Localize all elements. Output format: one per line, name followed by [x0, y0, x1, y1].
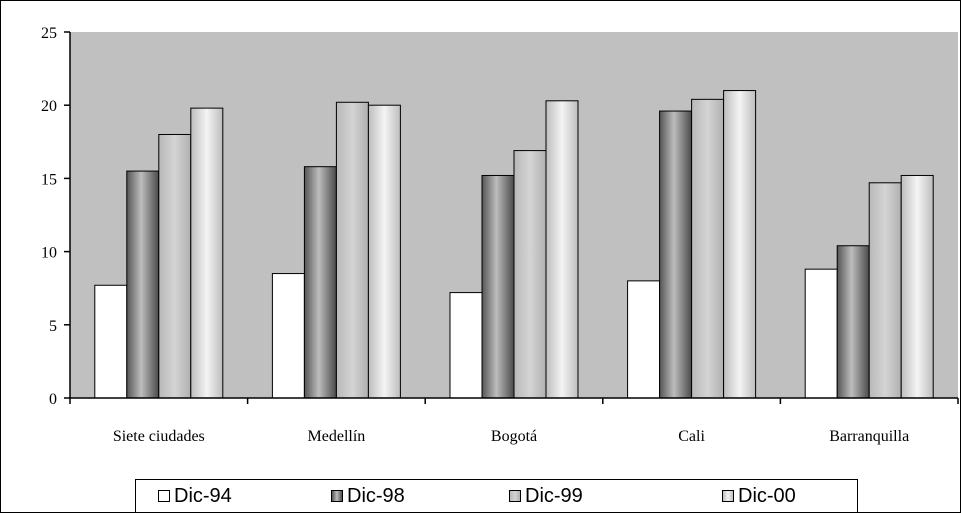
- legend-label: Dic-99: [525, 484, 583, 507]
- y-tick-label: 5: [49, 318, 57, 335]
- y-tick-label: 10: [41, 245, 57, 262]
- axes-layer: [64, 31, 959, 404]
- legend-item-dic-00: Dic-00: [722, 483, 796, 509]
- y-tick-label: 20: [41, 98, 57, 115]
- x-tick-label: Barranquilla: [829, 428, 909, 445]
- bar-medellin-dic-98: [303, 166, 337, 399]
- bar-bogota-dic-00: [545, 100, 579, 399]
- bar-medellin-dic-99: [335, 101, 369, 399]
- legend-swatch: [509, 490, 521, 502]
- legend-item-dic-99: Dic-99: [509, 483, 583, 509]
- legend-label: Dic-00: [738, 484, 796, 507]
- labels-layer: Siete ciudades Medellín Bogotá Cali Barranqu…: [41, 25, 909, 445]
- x-tick-label: Siete ciudades: [113, 428, 205, 445]
- bars-layer: [94, 90, 934, 399]
- bar-barranquilla-dic-99: [868, 182, 902, 399]
- x-tick-label: Bogotá: [491, 428, 537, 445]
- legend-swatch: [331, 490, 343, 502]
- bar-bogota-dic-94: [449, 292, 483, 399]
- bar-cali-dic-94: [627, 280, 661, 399]
- legend-item-dic-94: Dic-94: [158, 483, 232, 509]
- bar-cali-dic-99: [691, 98, 725, 399]
- bar-barranquilla-dic-98: [836, 245, 870, 399]
- x-tick-label: Cali: [678, 428, 705, 445]
- bar-siete-ciudades-dic-98: [126, 170, 160, 399]
- bar-bogota-dic-98: [481, 174, 515, 399]
- y-tick-label: 15: [41, 171, 57, 188]
- bar-medellin-dic-00: [367, 104, 401, 399]
- legend-label: Dic-94: [174, 484, 232, 507]
- y-tick-label: 25: [41, 25, 57, 42]
- bar-barranquilla-dic-94: [804, 268, 838, 399]
- bar-siete-ciudades-dic-00: [190, 107, 224, 399]
- bar-bogota-dic-99: [513, 150, 547, 399]
- x-tick-label: Medellín: [308, 428, 366, 445]
- bar-siete-ciudades-dic-94: [94, 284, 128, 399]
- bar-cali-dic-98: [659, 110, 693, 399]
- legend: Dic-94 Dic-98 Dic-99 Dic-00: [135, 479, 858, 512]
- bar-barranquilla-dic-00: [900, 174, 934, 399]
- legend-swatch: [158, 490, 170, 502]
- bar-siete-ciudades-dic-99: [158, 133, 192, 399]
- legend-swatch: [722, 490, 734, 502]
- bar-cali-dic-00: [723, 90, 757, 399]
- legend-item-dic-98: Dic-98: [331, 483, 405, 509]
- y-tick-label: 0: [49, 391, 57, 408]
- bar-medellin-dic-94: [271, 273, 305, 399]
- legend-label: Dic-98: [347, 484, 405, 507]
